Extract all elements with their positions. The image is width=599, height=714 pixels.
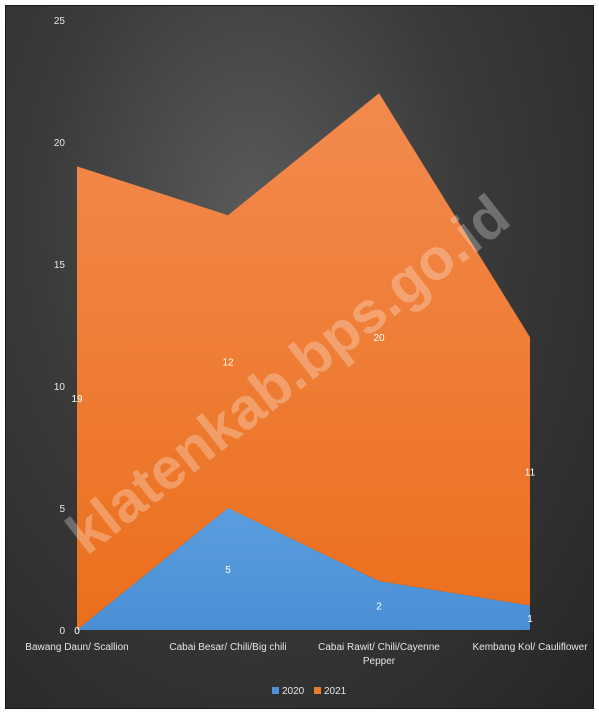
series-2020-area [77,508,530,630]
legend-label: 2020 [282,686,305,697]
data-label-2020: 0 [74,626,80,637]
data-label-2021: 19 [71,394,83,405]
y-tick-label: 5 [59,504,65,515]
y-tick-label: 15 [54,260,66,271]
data-labels: 0 5 2 1 19 12 20 11 [71,333,535,637]
y-tick-label: 20 [54,138,66,149]
y-axis: 0 5 10 15 20 25 [54,16,66,637]
x-tick-label: Cabai Besar/ Chili/Big chili [169,642,286,653]
series-2021-area [77,93,530,630]
plot-area [77,93,530,630]
y-tick-label: 0 [59,626,65,637]
x-tick-label: Bawang Daun/ Scallion [25,642,128,653]
legend-swatch [314,687,321,694]
data-label-2020: 2 [376,602,382,613]
x-axis: Bawang Daun/ Scallion Cabai Besar/ Chili/… [25,642,588,667]
legend: 2020 2021 [272,686,347,697]
y-tick-label: 25 [54,16,66,27]
data-label-2021: 20 [373,333,385,344]
data-label-2021: 12 [222,358,234,369]
legend-swatch [272,687,279,694]
x-tick-label: Kembang Kol/ Cauliflower [472,642,588,653]
data-label-2020: 1 [527,614,533,625]
data-label-2021: 11 [525,467,536,478]
legend-label: 2021 [324,686,347,697]
data-label-2020: 5 [225,565,231,576]
x-tick-label: Cabai Rawit/ Chili/Cayenne Pepper [318,642,440,667]
y-tick-label: 10 [54,382,66,393]
